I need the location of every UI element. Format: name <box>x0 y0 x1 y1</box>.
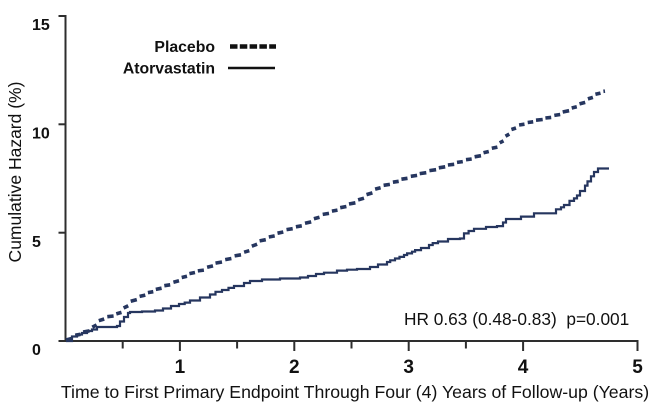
svg-text:0: 0 <box>32 342 41 359</box>
svg-text:Atorvastatin: Atorvastatin <box>123 61 215 78</box>
svg-text:Time to First Primary Endpoint: Time to First Primary Endpoint Through F… <box>61 382 649 402</box>
svg-text:Cumulative Hazard (%): Cumulative Hazard (%) <box>5 82 25 263</box>
svg-text:Placebo: Placebo <box>154 39 215 56</box>
svg-text:15: 15 <box>32 17 50 34</box>
svg-text:5: 5 <box>632 357 643 378</box>
svg-text:3: 3 <box>403 357 414 378</box>
svg-text:5: 5 <box>32 234 41 251</box>
svg-text:10: 10 <box>32 126 50 143</box>
svg-text:4: 4 <box>518 357 529 378</box>
svg-text:HR 0.63 (0.48-0.83) p=0.001: HR 0.63 (0.48-0.83) p=0.001 <box>404 309 629 329</box>
svg-text:1: 1 <box>175 357 186 378</box>
svg-text:2: 2 <box>289 357 300 378</box>
